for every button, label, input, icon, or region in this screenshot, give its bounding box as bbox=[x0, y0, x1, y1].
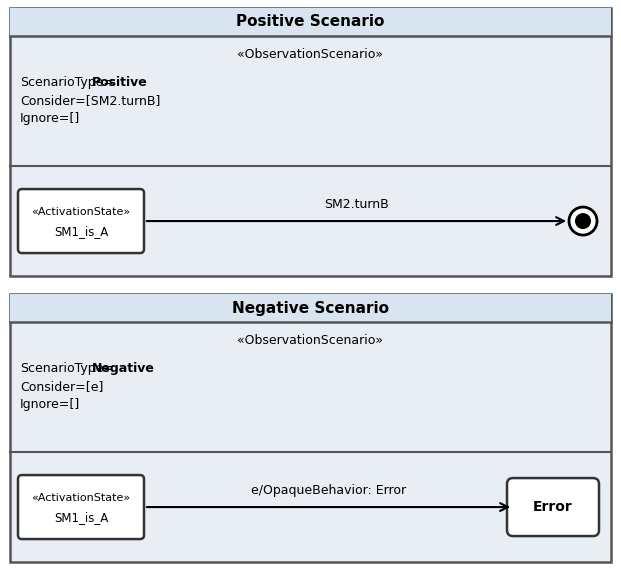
Text: SM1_is_A: SM1_is_A bbox=[54, 225, 108, 238]
Text: ScenarioType=: ScenarioType= bbox=[20, 76, 114, 89]
Circle shape bbox=[569, 207, 597, 235]
FancyBboxPatch shape bbox=[10, 294, 611, 322]
FancyBboxPatch shape bbox=[10, 8, 611, 276]
FancyBboxPatch shape bbox=[507, 478, 599, 536]
Text: Negative: Negative bbox=[91, 362, 155, 375]
FancyBboxPatch shape bbox=[18, 475, 144, 539]
Text: SM2.turnB: SM2.turnB bbox=[324, 198, 389, 211]
Text: «ActivationState»: «ActivationState» bbox=[32, 207, 130, 217]
FancyBboxPatch shape bbox=[10, 294, 611, 562]
Text: Negative Scenario: Negative Scenario bbox=[232, 300, 389, 316]
Text: «ObservationScenario»: «ObservationScenario» bbox=[237, 47, 384, 60]
Text: Error: Error bbox=[533, 500, 573, 514]
Text: SM1_is_A: SM1_is_A bbox=[54, 511, 108, 524]
Text: Positive: Positive bbox=[91, 76, 147, 89]
Text: Consider=[e]: Consider=[e] bbox=[20, 380, 103, 393]
Text: e/OpaqueBehavior: Error: e/OpaqueBehavior: Error bbox=[251, 484, 406, 497]
FancyBboxPatch shape bbox=[18, 189, 144, 253]
Circle shape bbox=[575, 213, 591, 229]
FancyBboxPatch shape bbox=[10, 8, 611, 36]
Text: Ignore=[]: Ignore=[] bbox=[20, 398, 80, 411]
Text: «ActivationState»: «ActivationState» bbox=[32, 493, 130, 503]
Text: Consider=[SM2.turnB]: Consider=[SM2.turnB] bbox=[20, 94, 160, 107]
Text: Positive Scenario: Positive Scenario bbox=[237, 14, 384, 30]
Text: Ignore=[]: Ignore=[] bbox=[20, 112, 80, 125]
Text: ScenarioType=: ScenarioType= bbox=[20, 362, 114, 375]
Text: «ObservationScenario»: «ObservationScenario» bbox=[237, 333, 384, 347]
